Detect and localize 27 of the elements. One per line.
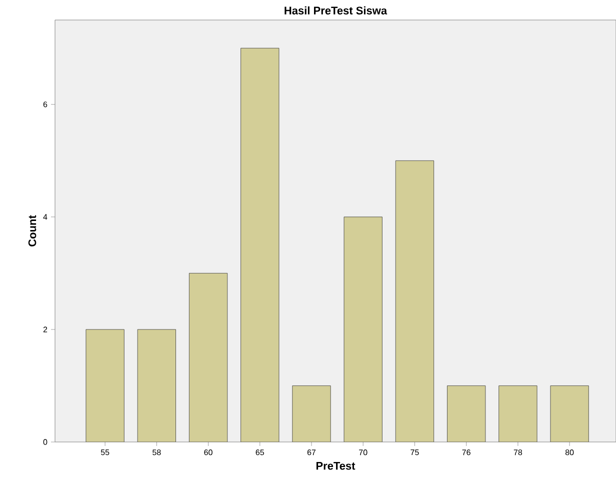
bar: [188, 272, 228, 442]
bar: [498, 386, 538, 442]
x-tick-label: 78: [514, 450, 522, 456]
x-tick-label: 55: [100, 450, 110, 456]
bar: [137, 329, 176, 442]
y-tick-label: 0: [43, 439, 48, 445]
x-tick-label: 58: [152, 450, 161, 456]
x-tick-label: 75: [410, 450, 419, 456]
bar: [86, 329, 124, 442]
bar: [292, 386, 331, 442]
x-tick-label: 60: [204, 450, 212, 456]
y-tick-label: 6: [43, 102, 48, 108]
x-tick-label: 67: [307, 450, 316, 456]
bar: [550, 386, 589, 442]
bar: [395, 160, 434, 442]
y-tick-label: 4: [43, 214, 48, 220]
bar: [344, 216, 382, 442]
bar: [240, 48, 280, 442]
y-axis-title: Count: [28, 215, 36, 246]
x-tick-label: 65: [256, 450, 264, 456]
x-tick-label: 76: [462, 450, 470, 456]
x-tick-label: 80: [565, 450, 574, 456]
y-tick-label: 2: [43, 326, 48, 332]
x-tick-label: 70: [359, 450, 368, 456]
chart-title: Hasil PreTest Siswa: [284, 6, 388, 14]
bar: [447, 386, 486, 442]
x-axis-title: PreTest: [316, 462, 356, 470]
